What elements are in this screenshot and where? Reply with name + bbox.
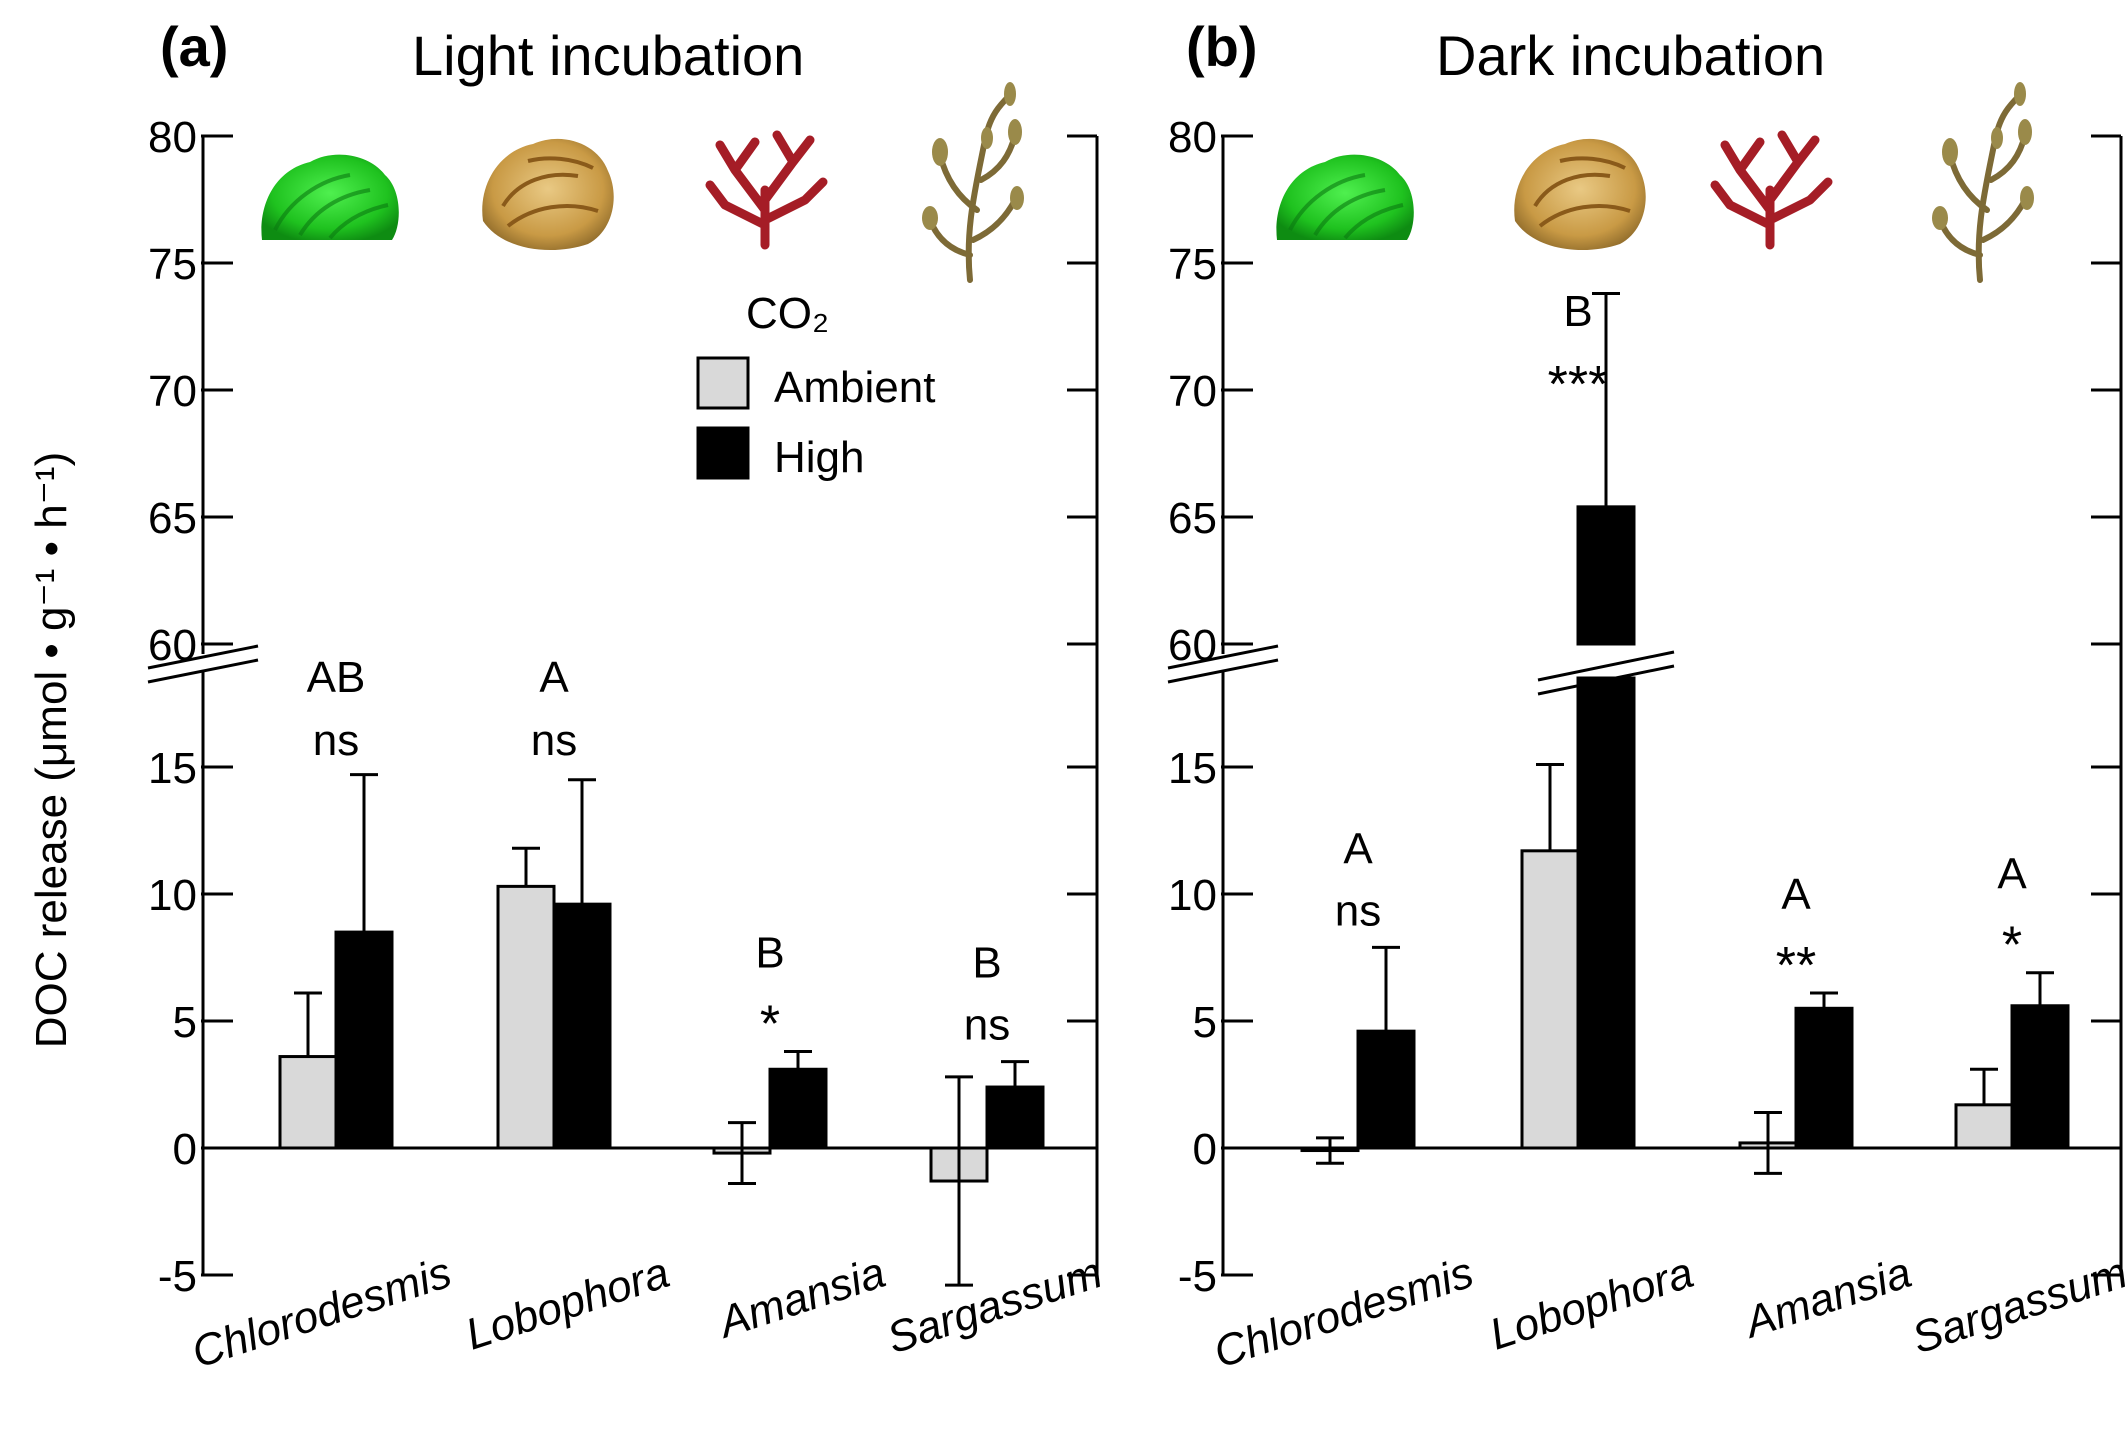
bar-break-mark [1537, 650, 1675, 682]
y-tick-label: 60 [148, 621, 197, 670]
red-alga-icon [705, 130, 828, 250]
chart-title: Dark incubation [1436, 24, 1825, 87]
axis-break-mark [147, 658, 259, 684]
group-letter: A [1997, 850, 2027, 899]
bar-high [334, 930, 394, 1150]
x-category-label: Amansia [1736, 1248, 1917, 1348]
y-tick-label: 0 [1193, 1125, 1217, 1174]
y-tick-label: 5 [1193, 998, 1217, 1047]
green-alga-icon [1276, 154, 1414, 240]
legend-title: CO₂ [746, 289, 829, 338]
legend-label-high: High [774, 433, 865, 482]
bar-ambient [1954, 1103, 2014, 1150]
axis-break-mark [1167, 658, 1279, 684]
bar-ambient [1520, 849, 1580, 1150]
panel-label: (b) [1186, 15, 1258, 78]
bar-high [985, 1085, 1045, 1150]
bar-ambient [496, 884, 556, 1150]
significance-label: ** [1776, 937, 1816, 995]
significance-label: ns [964, 1001, 1010, 1050]
y-tick-label: -5 [158, 1252, 197, 1301]
bar-high [1356, 1029, 1416, 1150]
y-tick-label: 65 [148, 494, 197, 543]
brown-alga-icon [1514, 138, 1646, 251]
y-tick-label: 15 [1168, 744, 1217, 793]
plot-b: -50510156065707580AnsChlorodesmisB***Lob… [1167, 113, 2128, 1378]
y-tick-label: 15 [148, 744, 197, 793]
y-tick-label: 10 [1168, 871, 1217, 920]
y-tick-label: 5 [173, 998, 197, 1047]
sargassum-icon [922, 82, 1024, 283]
group-letter: AB [307, 653, 366, 702]
bar-high [2010, 1004, 2070, 1150]
bar-break-mark [1537, 664, 1675, 696]
y-tick-label: 80 [1168, 113, 1217, 162]
bar-ambient [278, 1055, 338, 1150]
y-axis-label: DOC release (μmol • g⁻¹ • h⁻¹) [27, 452, 76, 1049]
sargassum-icon [1932, 82, 2034, 283]
x-category-label: Lobophora [1484, 1248, 1699, 1360]
axis-break-mark [147, 644, 259, 670]
green-alga-icon [261, 154, 399, 240]
y-tick-label: 0 [173, 1125, 197, 1174]
significance-label: *** [1548, 356, 1609, 414]
legend-swatch-high [696, 426, 750, 480]
legend-swatch-ambient [696, 356, 750, 410]
x-category-label: Chlorodesmis [186, 1248, 457, 1378]
x-category-label: Chlorodesmis [1208, 1248, 1479, 1378]
chart-title: Light incubation [412, 24, 804, 87]
bar-high [1576, 676, 1636, 1150]
y-tick-label: 10 [148, 871, 197, 920]
x-category-label: Sargassum [881, 1248, 1108, 1363]
significance-label: ns [313, 716, 359, 765]
significance-label: * [2002, 917, 2022, 975]
group-letter: B [755, 928, 784, 977]
y-tick-label: 65 [1168, 494, 1217, 543]
bar-high [552, 902, 612, 1150]
significance-label: ns [1335, 886, 1381, 935]
x-category-label: Lobophora [460, 1248, 675, 1360]
axis-break-mark [1167, 644, 1279, 670]
group-letter: B [972, 939, 1001, 988]
bar-high [1576, 505, 1636, 646]
y-tick-label: 60 [1168, 621, 1217, 670]
group-letter: A [1781, 870, 1811, 919]
plot-a: -5 0 5 10 15 60 65 70 75 80 AB ns Chlorodesmis Ans Lob… [147, 113, 1108, 1378]
significance-label: * [760, 995, 780, 1053]
y-tick-label: 75 [1168, 240, 1217, 289]
significance-label: ns [531, 716, 577, 765]
bar-high [768, 1067, 828, 1150]
panel-label: (a) [160, 15, 228, 78]
bar-high [1794, 1006, 1854, 1150]
y-tick-label: 70 [1168, 367, 1217, 416]
y-tick-label: -5 [1178, 1252, 1217, 1301]
y-tick-label: 75 [148, 240, 197, 289]
red-alga-icon [1710, 130, 1833, 250]
y-tick-label: 80 [148, 113, 197, 162]
group-letter: A [1343, 824, 1373, 873]
y-tick-label: 70 [148, 367, 197, 416]
x-category-label: Amansia [710, 1248, 891, 1348]
legend: CO₂ Ambient High [696, 289, 935, 482]
brown-alga-icon [482, 138, 614, 251]
group-letter: A [539, 653, 569, 702]
group-letter: B [1563, 287, 1592, 336]
legend-label-ambient: Ambient [774, 363, 935, 412]
x-category-label: Sargassum [1906, 1248, 2128, 1363]
